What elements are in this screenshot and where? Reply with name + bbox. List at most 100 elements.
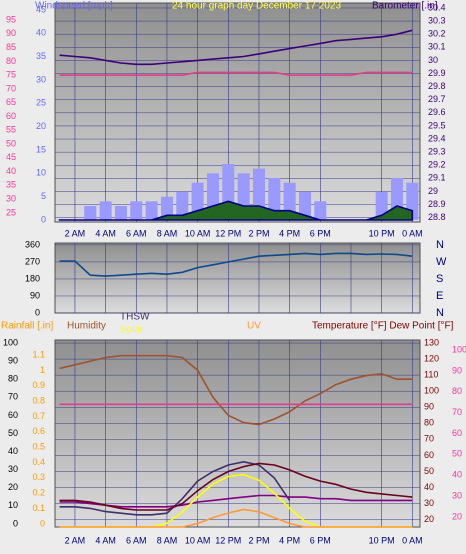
header-label: Windspeed [mph]	[35, 1, 113, 12]
x-tick-label: 2 AM	[65, 535, 86, 545]
y-tick-label: 80	[6, 56, 16, 66]
y-tick-label: 40	[452, 470, 462, 480]
y-tick-label: 50	[6, 138, 16, 148]
y-tick-label: 0.3	[32, 472, 45, 482]
y-tick-label: 0.7	[32, 411, 45, 421]
header-label: Humidity	[67, 321, 106, 332]
y-tick-label: 180	[25, 273, 40, 283]
x-tick-label: 10 PM	[369, 535, 395, 545]
bar	[298, 191, 311, 220]
y-tick-label: 30.3	[428, 15, 446, 25]
y-tick-label: 45	[36, 4, 46, 14]
x-tick-label: 6 AM	[126, 228, 147, 238]
x-tick-label: 10 AM	[185, 228, 211, 238]
x-tick-label: 0 AM	[402, 535, 423, 545]
line	[59, 508, 413, 528]
y-tick-label: 29.9	[428, 68, 446, 78]
x-tick-label: 2 PM	[248, 228, 269, 238]
x-tick-label: 6 AM	[126, 535, 147, 545]
y-tick-label: 29	[428, 186, 438, 196]
y-tick-label: 45	[6, 152, 16, 162]
line	[59, 462, 413, 511]
x-tick-label: 0 AM	[402, 228, 423, 238]
y-tick-label: 5	[41, 191, 46, 201]
bar	[84, 205, 97, 220]
y-tick-label: 30.4	[428, 2, 446, 12]
y-tick-label: 70	[452, 407, 462, 417]
y-tick-label: 0	[13, 518, 18, 528]
y-tick-label: 0.5	[32, 442, 45, 452]
y-tick-label: 29.7	[428, 94, 446, 104]
y-tick-label: 28.8	[428, 212, 446, 222]
y-tick-label: 100	[424, 386, 439, 396]
y-tick-label: 25	[36, 98, 46, 108]
header-label: 24 hour graph day December 17 2023	[172, 1, 341, 12]
line	[59, 252, 413, 277]
y-tick-label: 120	[424, 353, 439, 363]
plot-area	[54, 2, 421, 223]
y-tick-label: 90	[6, 28, 16, 38]
bar	[176, 191, 189, 220]
y-tick-label: 30	[6, 194, 16, 204]
y-tick-label: 95	[6, 14, 16, 24]
y-tick-label: 110	[424, 370, 438, 380]
y-tick-label: 0.6	[32, 426, 45, 436]
y-tick-label: N	[436, 307, 444, 319]
line	[59, 494, 413, 508]
y-tick-label: 20	[424, 514, 434, 524]
y-tick-label: W	[436, 256, 447, 268]
y-tick-label: 75	[6, 70, 16, 80]
line	[59, 354, 413, 426]
y-tick-label: 80	[424, 418, 434, 428]
y-tick-label: 29.6	[428, 107, 446, 117]
y-tick-label: 90	[424, 402, 434, 412]
area	[58, 200, 414, 221]
y-tick-label: N	[436, 239, 444, 251]
y-tick-label: 29.5	[428, 120, 446, 130]
y-tick-label: 40	[36, 28, 46, 38]
y-tick-label: 0	[35, 307, 40, 317]
y-tick-label: 70	[424, 434, 434, 444]
x-tick-label: 4 PM	[279, 228, 300, 238]
x-tick-label: 10 AM	[185, 535, 211, 545]
y-tick-label: 29.8	[428, 81, 446, 91]
header-label: UV	[247, 321, 261, 332]
x-tick-label: 12 PM	[215, 535, 241, 545]
y-tick-label: 30	[424, 498, 434, 508]
bar	[130, 201, 143, 220]
header-label: Solar	[120, 325, 144, 336]
bar	[160, 196, 173, 220]
y-tick-label: 100	[452, 344, 466, 354]
y-tick-label: 70	[8, 392, 18, 402]
y-tick-label: 30.2	[428, 29, 446, 39]
y-tick-label: 50	[424, 466, 434, 476]
y-tick-label: 40	[6, 166, 16, 176]
y-tick-label: 30.1	[428, 42, 446, 52]
y-tick-label: 0.4	[32, 457, 45, 467]
y-tick-label: 60	[424, 450, 434, 460]
y-tick-label: 50	[452, 449, 462, 459]
y-tick-label: 85	[6, 42, 16, 52]
y-tick-label: 10	[36, 168, 46, 178]
y-tick-label: S	[436, 273, 443, 285]
y-tick-label: 30	[452, 490, 462, 500]
y-tick-label: 25	[6, 207, 16, 217]
y-tick-label: 90	[452, 365, 462, 375]
y-tick-label: 29.4	[428, 133, 446, 143]
bar	[114, 205, 127, 220]
x-tick-label: 4 PM	[279, 535, 300, 545]
header-label: Rainfall [.in]	[1, 321, 53, 332]
x-tick-label: 4 AM	[95, 535, 116, 545]
y-tick-label: 35	[36, 51, 46, 61]
y-tick-label: 28.9	[428, 199, 446, 209]
bar	[99, 201, 112, 220]
y-tick-label: 70	[6, 83, 16, 93]
y-tick-label: 0.2	[32, 488, 45, 498]
x-tick-label: 10 PM	[369, 228, 395, 238]
x-tick-label: 2 AM	[65, 228, 86, 238]
y-tick-label: 20	[8, 482, 18, 492]
plot-area	[54, 339, 421, 528]
y-tick-label: 15	[36, 144, 46, 154]
header-label: Barometer [.in]	[372, 1, 438, 12]
bar	[314, 201, 327, 220]
